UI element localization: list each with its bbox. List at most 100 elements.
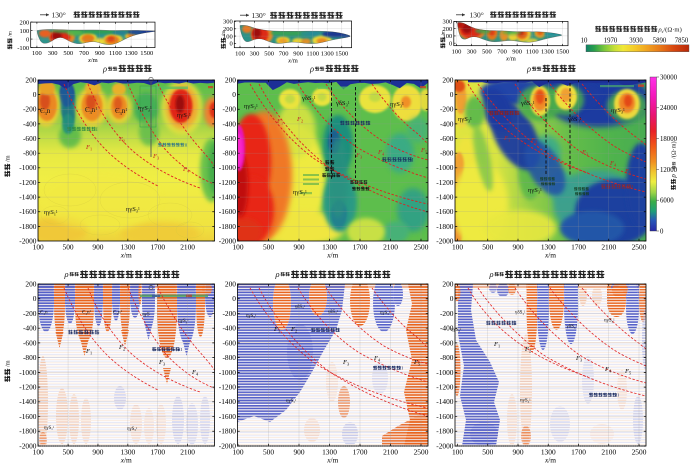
svg-text:F1: F1 (276, 118, 283, 125)
svg-text:500: 500 (482, 48, 492, 55)
svg-text:0: 0 (230, 41, 233, 48)
svg-text:I: I (369, 122, 371, 127)
svg-text:0: 0 (33, 90, 37, 99)
svg-text:200: 200 (442, 279, 453, 288)
svg-text:/m: /m (6, 155, 12, 162)
svg-text:-200: -200 (222, 309, 236, 318)
svg-text:7850: 7850 (675, 38, 689, 45)
svg-text:200: 200 (225, 75, 236, 84)
svg-text:ρ: ρ (275, 269, 280, 279)
svg-text:130°: 130° (470, 10, 484, 19)
svg-text:γδS31: γδS31 (515, 310, 526, 316)
svg-text:γδS31: γδS31 (567, 324, 578, 330)
svg-text:-800: -800 (222, 353, 236, 362)
svg-text:900: 900 (293, 50, 303, 57)
svg-text:F2: F2 (530, 137, 537, 144)
svg-text:0: 0 (26, 36, 29, 43)
svg-text:ρ: ρ (670, 174, 678, 179)
svg-text:/m: /m (441, 30, 447, 36)
svg-text:-1600: -1600 (19, 412, 37, 421)
svg-text:1500: 1500 (335, 50, 348, 57)
svg-text:-1200: -1200 (219, 382, 237, 391)
svg-text:500: 500 (63, 50, 73, 57)
svg-text:Є3n1: Є3n1 (113, 309, 123, 316)
svg-text:II: II (630, 186, 634, 191)
svg-text:F3: F3 (355, 152, 362, 159)
svg-text:-2000: -2000 (436, 441, 454, 450)
svg-text:1500: 1500 (140, 50, 153, 57)
svg-text:-1800: -1800 (19, 222, 37, 231)
svg-text:-800: -800 (440, 353, 454, 362)
svg-text:ηγS31: ηγS31 (451, 327, 462, 333)
svg-text:900: 900 (512, 48, 522, 55)
svg-text:2500: 2500 (632, 447, 647, 456)
svg-text:-1000: -1000 (19, 368, 37, 377)
svg-text:1700: 1700 (150, 242, 165, 251)
svg-text:-1200: -1200 (436, 382, 454, 391)
svg-text:24000: 24000 (660, 105, 678, 112)
svg-text:2500: 2500 (414, 242, 429, 251)
svg-text:0: 0 (450, 294, 454, 303)
svg-text:1100: 1100 (526, 48, 539, 55)
svg-text:0: 0 (449, 40, 452, 47)
svg-text:ηγS31: ηγS31 (246, 313, 257, 319)
svg-text:1970: 1970 (604, 38, 618, 45)
svg-text:-2000: -2000 (436, 236, 454, 245)
svg-text:II: II (185, 143, 188, 148)
svg-text:ηγS: ηγS (142, 313, 150, 318)
svg-text:100: 100 (443, 33, 453, 40)
svg-text:F4: F4 (182, 166, 190, 173)
svg-text:200: 200 (443, 26, 453, 33)
svg-text:-400: -400 (440, 119, 454, 128)
svg-text:3930: 3930 (629, 38, 643, 45)
svg-text:x/m: x/m (120, 251, 132, 260)
svg-text:6000: 6000 (660, 198, 674, 205)
svg-text:2100: 2100 (383, 242, 398, 251)
svg-text:F1: F1 (273, 326, 280, 333)
svg-text:300: 300 (467, 48, 477, 55)
svg-text:2500: 2500 (414, 447, 429, 456)
svg-text:x/m: x/m (87, 57, 98, 64)
svg-text:130°: 130° (52, 10, 66, 19)
svg-text:F2: F2 (290, 326, 297, 333)
svg-text:-200: -200 (222, 105, 236, 114)
svg-text:2100: 2100 (601, 447, 616, 456)
svg-text:500: 500 (482, 242, 493, 251)
svg-text:γδS31: γδS31 (335, 100, 350, 108)
svg-text:/m: /m (8, 31, 14, 37)
svg-text:500: 500 (63, 242, 74, 251)
svg-text:ηγS31: ηγS31 (528, 187, 542, 195)
svg-text:γδS31: γδS31 (328, 309, 339, 315)
svg-text:Є3n1: Є3n1 (82, 309, 92, 316)
svg-text:γδS31: γδS31 (567, 116, 582, 124)
svg-text:1100: 1100 (109, 50, 122, 57)
svg-text:-400: -400 (222, 324, 236, 333)
svg-text:F4: F4 (604, 366, 612, 373)
svg-text:1300: 1300 (541, 48, 554, 55)
svg-text:-600: -600 (222, 134, 236, 143)
svg-text:300: 300 (223, 19, 233, 26)
svg-text:10: 10 (581, 38, 588, 45)
svg-text:ηγS31: ηγS31 (380, 310, 391, 316)
svg-text:500: 500 (482, 447, 493, 456)
svg-text:/m: /m (221, 31, 227, 37)
svg-text:-1800: -1800 (219, 427, 237, 436)
svg-text:I: I (96, 128, 98, 133)
svg-text:12000: 12000 (660, 167, 678, 174)
svg-text:900: 900 (512, 242, 523, 251)
svg-text:-1800: -1800 (219, 222, 237, 231)
svg-text:1500: 1500 (556, 48, 569, 55)
svg-text:F3: F3 (152, 153, 159, 160)
svg-text:1700: 1700 (353, 447, 368, 456)
svg-text:II: II (400, 366, 403, 371)
svg-text:-1000: -1000 (436, 368, 454, 377)
svg-text:900: 900 (92, 242, 103, 251)
svg-text:-1600: -1600 (219, 412, 237, 421)
svg-text:100: 100 (452, 447, 463, 456)
svg-text:ηγS31: ηγS31 (293, 189, 307, 197)
svg-text:-800: -800 (440, 149, 454, 158)
svg-text:100: 100 (232, 447, 243, 456)
svg-text:II: II (410, 159, 414, 164)
svg-text:1700: 1700 (571, 447, 586, 456)
svg-text:200: 200 (225, 279, 236, 288)
